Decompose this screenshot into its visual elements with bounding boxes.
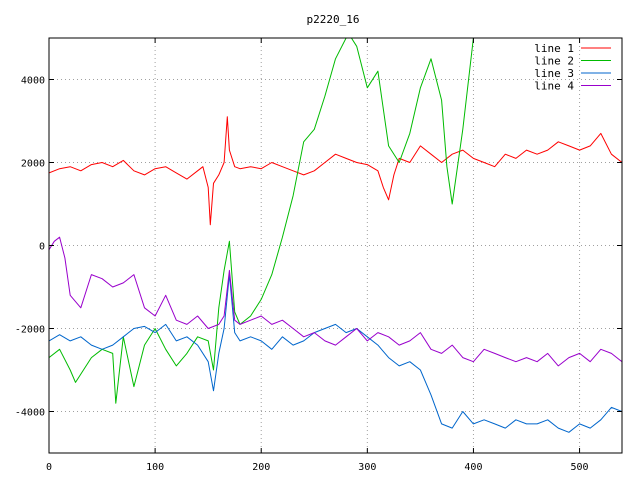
x-tick-label: 500 bbox=[571, 462, 589, 473]
series-line-3 bbox=[49, 274, 622, 433]
x-tick-label: 0 bbox=[46, 462, 52, 473]
y-tick-label: 2000 bbox=[21, 159, 45, 170]
y-tick-label: 4000 bbox=[21, 76, 45, 87]
legend-label: line 2 bbox=[534, 55, 574, 68]
series-line-2 bbox=[49, 38, 474, 404]
y-tick-label: -4000 bbox=[15, 408, 45, 419]
x-tick-label: 300 bbox=[358, 462, 376, 473]
series-line-1 bbox=[49, 116, 622, 226]
legend-label: line 3 bbox=[534, 67, 574, 80]
axis-ticks: 0 100 200 300 400 500 -4000 -2000 0 2000 4000 bbox=[15, 38, 622, 473]
series-line-4 bbox=[49, 236, 622, 367]
y-tick-label: 0 bbox=[39, 242, 45, 253]
plot-frame bbox=[48, 37, 623, 454]
grid bbox=[49, 38, 622, 453]
legend-label: line 1 bbox=[534, 42, 574, 55]
y-tick-label: -2000 bbox=[15, 325, 45, 336]
x-tick-label: 200 bbox=[252, 462, 270, 473]
legend-label: line 4 bbox=[534, 80, 574, 93]
chart-title: p2220_16 bbox=[307, 13, 360, 26]
x-tick-label: 400 bbox=[464, 462, 482, 473]
plot-area bbox=[49, 38, 622, 433]
x-tick-label: 100 bbox=[146, 462, 164, 473]
